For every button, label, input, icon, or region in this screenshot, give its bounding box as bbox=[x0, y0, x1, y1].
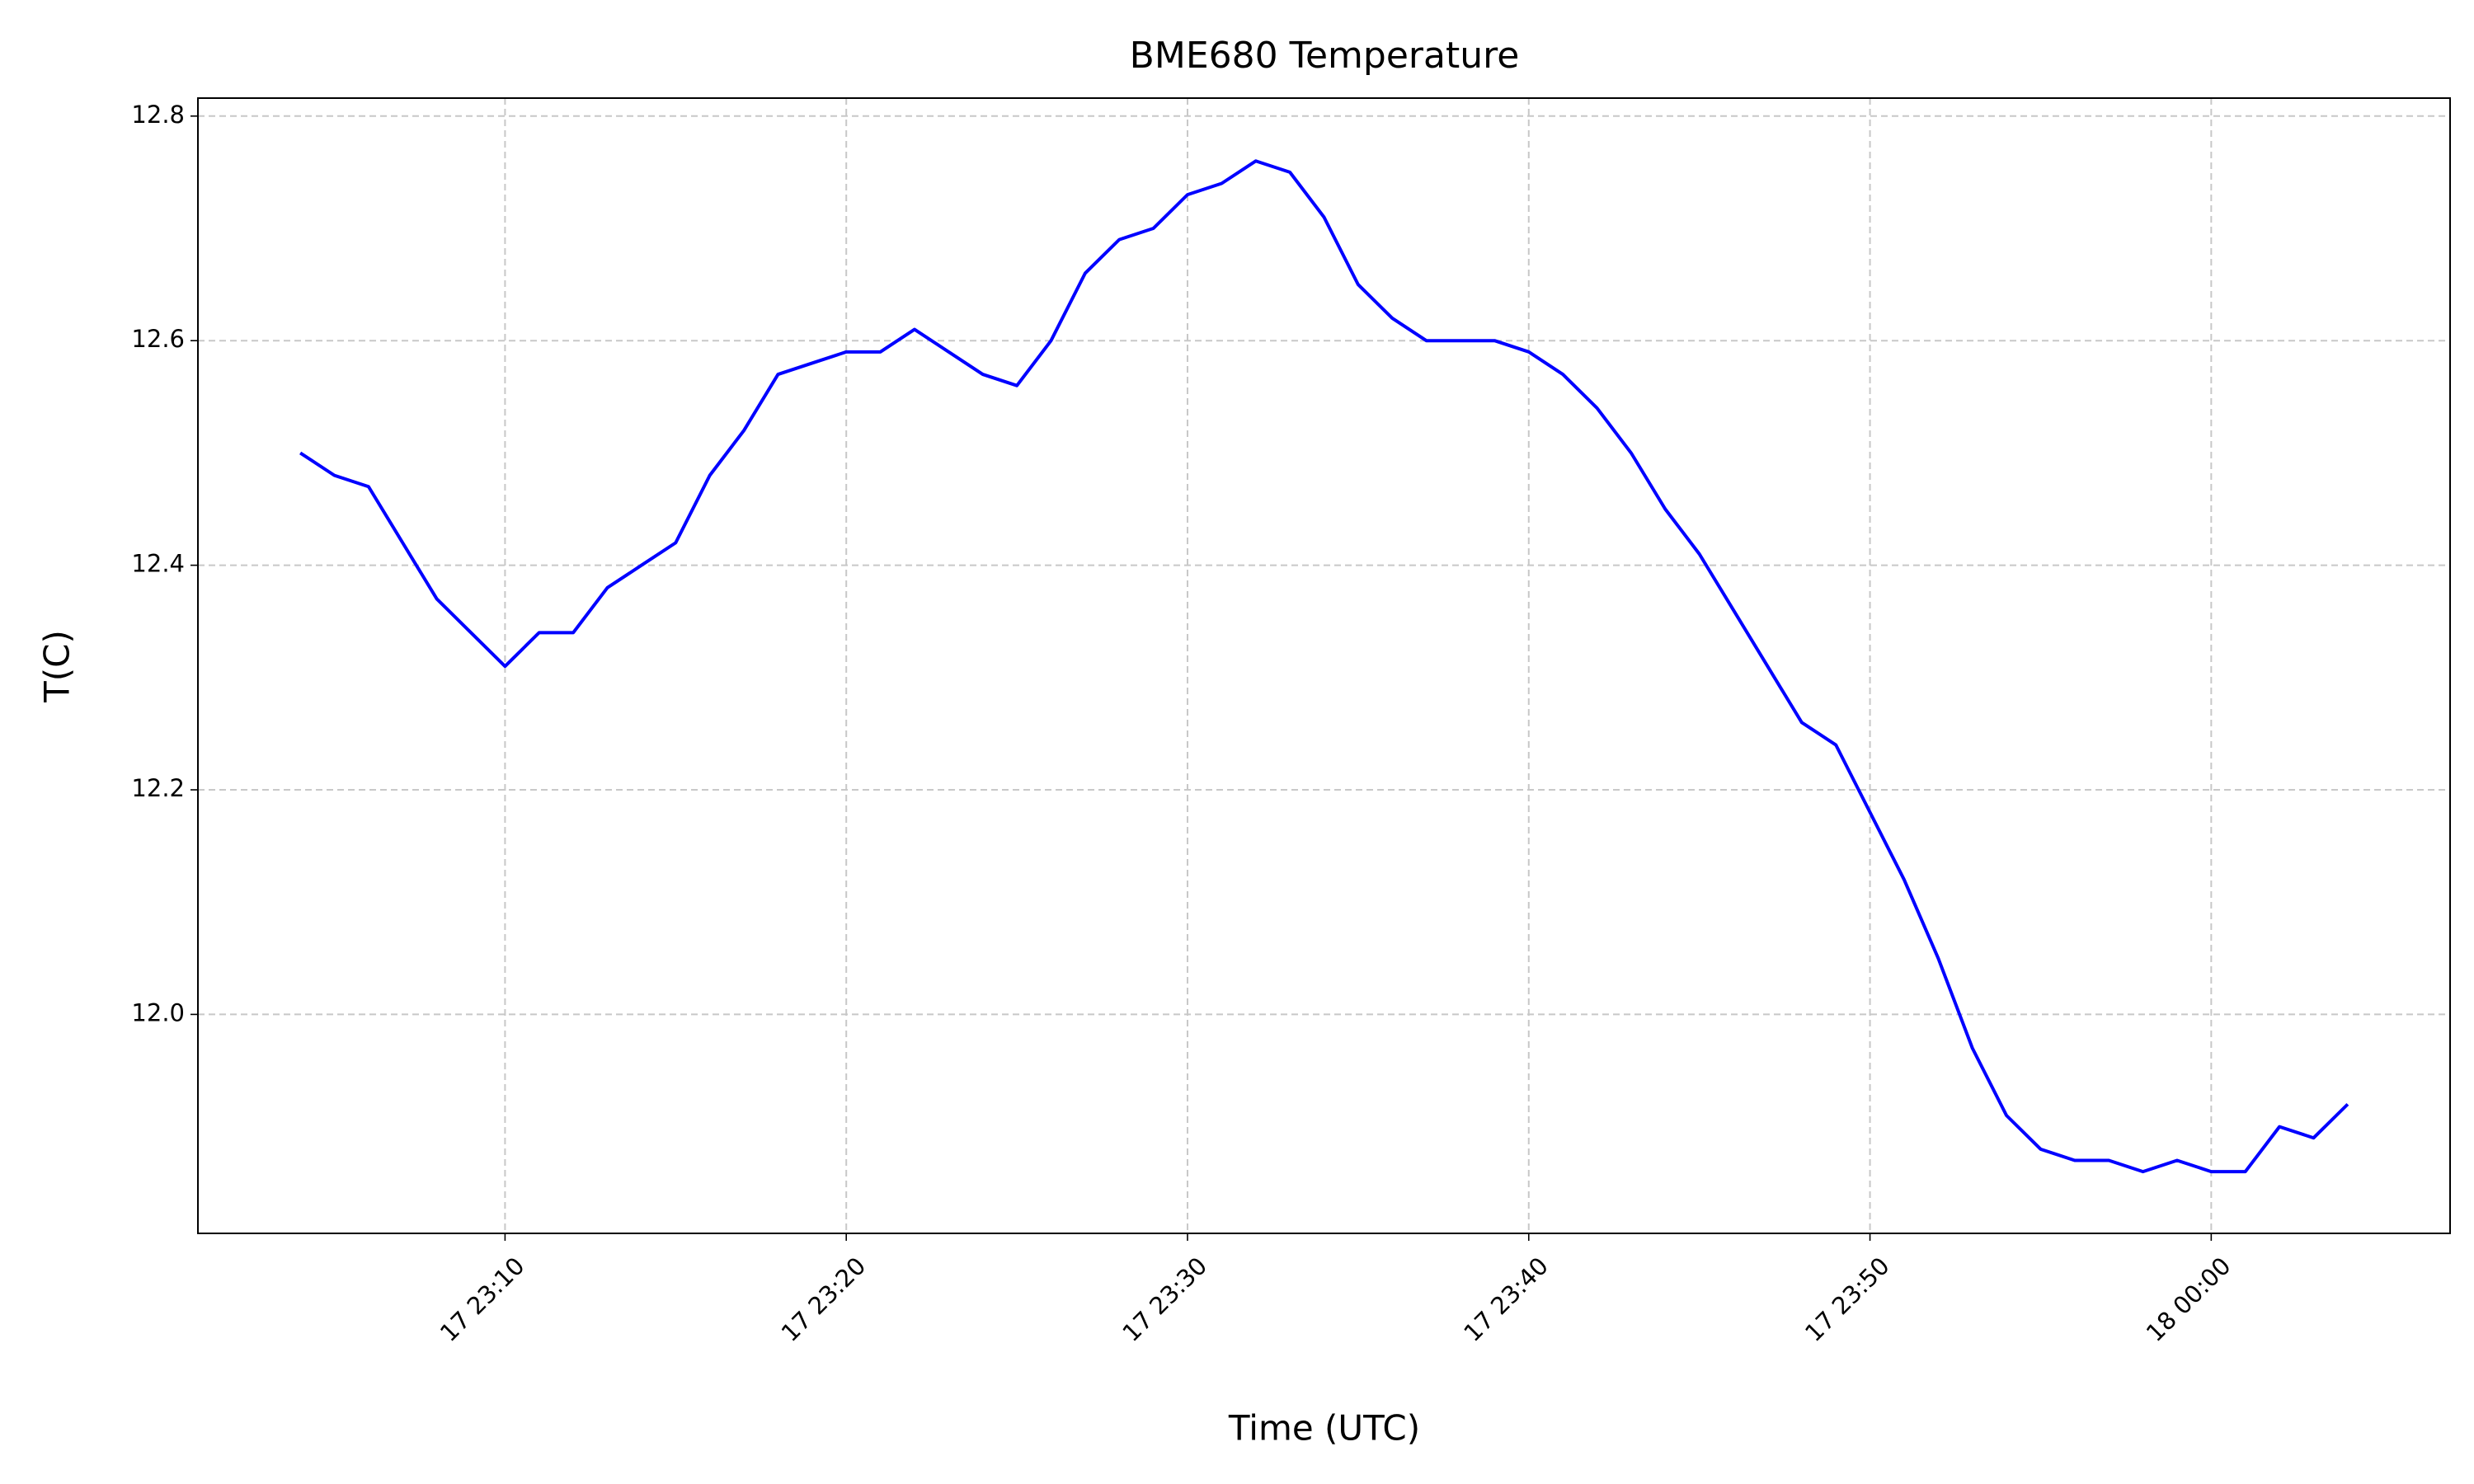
y-tick-label: 12.4 bbox=[131, 550, 185, 578]
x-tick-label: 17 23:10 bbox=[435, 1252, 530, 1347]
y-tick-label: 12.8 bbox=[131, 101, 185, 129]
x-axis-label: Time (UTC) bbox=[1228, 1408, 1420, 1449]
x-tick-label: 18 00:00 bbox=[2141, 1252, 2236, 1347]
y-tick-label: 12.2 bbox=[131, 774, 185, 802]
y-axis-label: T(C) bbox=[37, 630, 78, 703]
y-tick-label: 12.0 bbox=[131, 998, 185, 1026]
x-tick-label: 17 23:40 bbox=[1458, 1252, 1554, 1347]
chart-title: BME680 Temperature bbox=[1130, 35, 1520, 77]
x-tick-label: 17 23:20 bbox=[776, 1252, 872, 1347]
y-tick-label: 12.6 bbox=[131, 325, 185, 353]
data-line bbox=[299, 159, 2349, 1174]
plot-frame bbox=[197, 97, 2451, 1234]
x-tick-label: 17 23:30 bbox=[1117, 1252, 1212, 1347]
x-tick-label: 17 23:50 bbox=[1799, 1252, 1895, 1347]
